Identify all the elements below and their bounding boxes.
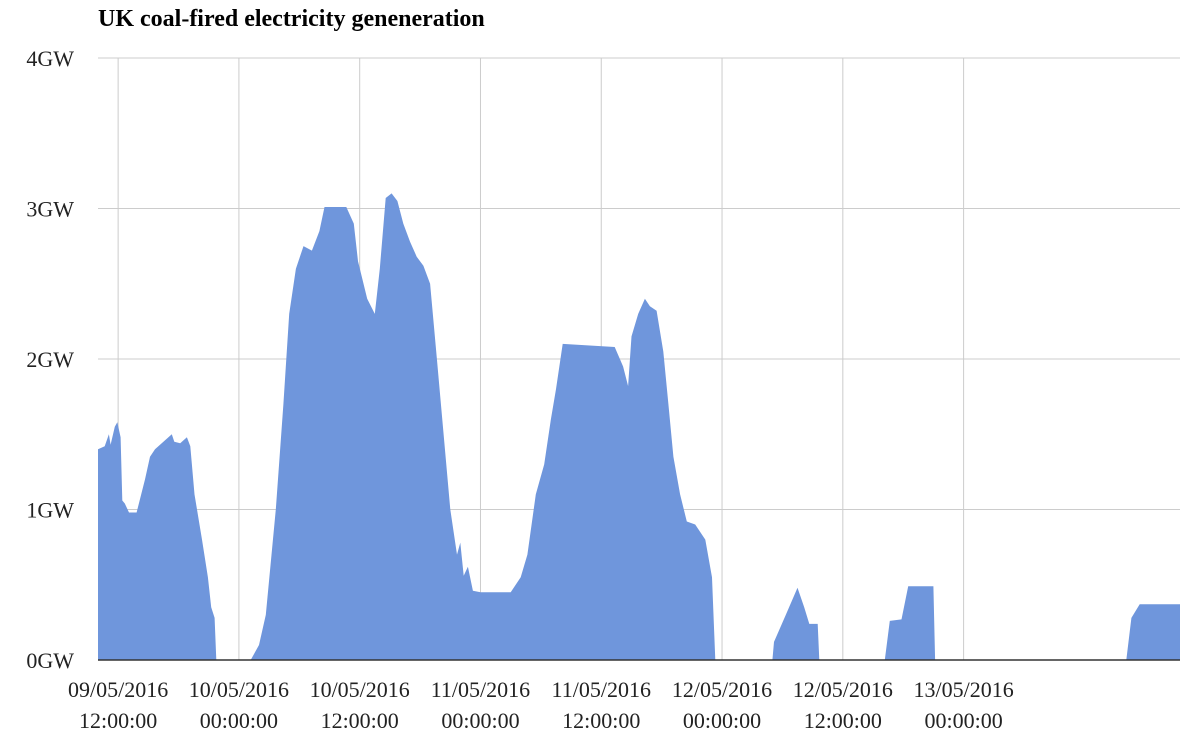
x-tick-date: 11/05/2016 — [431, 677, 530, 702]
x-tick-date: 09/05/2016 — [68, 677, 168, 702]
x-tick-time: 12:00:00 — [79, 708, 157, 733]
x-tick-time: 00:00:00 — [924, 708, 1002, 733]
x-tick-date: 11/05/2016 — [552, 677, 651, 702]
x-tick-date: 13/05/2016 — [913, 677, 1013, 702]
x-tick-time: 12:00:00 — [562, 708, 640, 733]
x-tick-time: 00:00:00 — [683, 708, 761, 733]
y-tick-label: 0GW — [26, 648, 74, 673]
area-series — [98, 193, 1180, 660]
y-tick-label: 1GW — [26, 498, 74, 523]
y-tick-labels: 0GW 1GW 2GW 3GW 4GW — [26, 46, 74, 673]
x-tick-time: 00:00:00 — [441, 708, 519, 733]
x-tick-time: 00:00:00 — [200, 708, 278, 733]
area-fill — [98, 193, 1180, 660]
x-tick-date: 10/05/2016 — [310, 677, 410, 702]
x-tick-time: 12:00:00 — [804, 708, 882, 733]
x-tick-labels: 09/05/2016 12:00:00 10/05/2016 00:00:00 10/0… — [68, 677, 1014, 733]
x-tick-date: 12/05/2016 — [672, 677, 772, 702]
x-tick-time: 12:00:00 — [321, 708, 399, 733]
x-tick-date: 12/05/2016 — [793, 677, 893, 702]
y-tick-label: 3GW — [26, 197, 74, 222]
x-tick-date: 10/05/2016 — [189, 677, 289, 702]
chart-title: UK coal-fired electricity geneneration — [98, 6, 485, 32]
y-tick-label: 2GW — [26, 347, 74, 372]
y-tick-label: 4GW — [26, 46, 74, 71]
